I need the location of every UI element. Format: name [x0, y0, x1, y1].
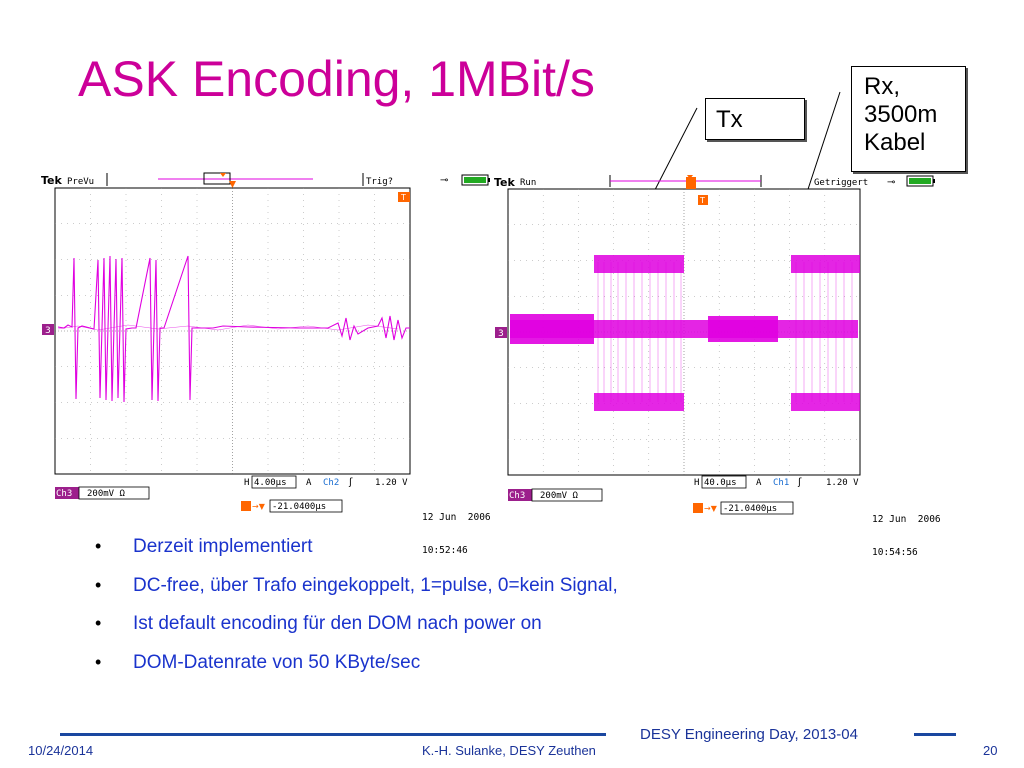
scope-right-channel-marker-label: 3 [498, 329, 504, 339]
bullet-dot-icon: • [95, 651, 102, 672]
footer-event: DESY Engineering Day, 2013-04 [640, 726, 858, 743]
scope-left-trigger-offset-box [269, 499, 343, 513]
scope-right-header-extras: ⊸ [885, 174, 945, 193]
scope-right-channel-scale: 200mV Ω [540, 491, 579, 501]
scope-left-trigger-status: Trig? [366, 177, 393, 187]
scope-left-record-window [203, 172, 231, 185]
scope-left-horizontal-scale: 4.00µs [254, 478, 287, 488]
callout-tx: Tx [705, 98, 805, 140]
bullet-text: Derzeit implementiert [133, 536, 313, 557]
scope-right-rx-burst [510, 314, 778, 344]
scope-right-burst-1-bottom [594, 393, 684, 411]
scope-right-burst-1-top [594, 255, 684, 273]
footer-page-number: 20 [983, 743, 998, 758]
scope-left-edge-icon: ʃ [348, 477, 353, 488]
scope-left-channel-badge [55, 487, 79, 499]
bullet-item: • DC-free, über Trafo eingekoppelt, 1=pul… [95, 575, 618, 614]
scope-right-svg: ⊸ Tek Run Getriggert ⊸ T 3 [440, 174, 900, 515]
scope-right-channel-scale-box [531, 488, 603, 502]
scope-left-trigger-level: 1.20 V [375, 478, 408, 488]
scope-right-trigger-level-marker [698, 195, 708, 205]
scope-right-timestamp: 12 Jun 2006 10:54:56 [872, 492, 941, 569]
callout-rx-line-2: 3500m [864, 101, 938, 128]
scope-right-channel-marker [495, 327, 507, 338]
scope-left-trigger-offset-icon [241, 501, 251, 511]
scope-left-h-label: H [244, 478, 249, 488]
scope-right-mode: Run [520, 178, 536, 188]
scope-right-trigger-offset: -21.0400µs [723, 504, 777, 514]
scope-left-mode: PreVu [67, 177, 94, 187]
scope-right-time: 10:54:56 [872, 547, 918, 558]
scope-left-brand: Tek [41, 174, 63, 187]
scope-right-trigger-channel: Ch1 [773, 478, 789, 488]
scope-right-h-label: H [694, 478, 699, 488]
scope-right-trigger-level: 1.20 V [826, 478, 859, 488]
svg-text:T: T [400, 193, 406, 202]
scope-left-trigger-offset: -21.0400µs [272, 502, 326, 512]
bullet-dot-icon: • [95, 574, 102, 595]
scope-left-trigger-offset-arrow: →▼ [252, 502, 266, 511]
scope-right-burst-2-bottom [791, 393, 860, 411]
scope-right-probe-icon: ⊸ [440, 175, 448, 186]
scope-right-horizontal-scale: 40.0µs [704, 478, 737, 488]
bullet-dot-icon: • [95, 613, 102, 633]
bullet-item: • Derzeit implementiert [95, 536, 618, 575]
footer-rule-right [914, 733, 956, 736]
scope-right-brand: Tek [494, 176, 516, 189]
scope-right-channel-label: Ch3 [509, 491, 525, 501]
scope-left-svg: Tek PreVu Trig? T 3 H [41, 172, 411, 513]
scope-left-channel-marker-label: 3 [45, 326, 51, 336]
scope-right-edge-icon: ʃ [797, 477, 802, 488]
callout-rx: Rx, 3500m Kabel [851, 66, 966, 172]
scope-left-h-box [251, 475, 297, 489]
scope-left-trigger-level-marker [398, 192, 410, 202]
svg-text:T: T [699, 196, 705, 205]
scope-right-channel-badge [508, 489, 532, 501]
scope-left-timestamp: 12 Jun 2006 10:52:46 [422, 490, 491, 567]
scope-left-record-marker [220, 173, 226, 177]
scope-right-h-box [701, 475, 747, 489]
scope-right-trigger-offset-arrow: →▼ [704, 504, 718, 513]
bullet-text: DC-free, über Trafo eingekoppelt, 1=puls… [133, 574, 618, 596]
callout-rx-line-3: Kabel [864, 129, 926, 156]
scope-left-channel-label: Ch3 [56, 489, 72, 499]
scope-right-burst-2-top [791, 255, 860, 273]
scope-left-channel-marker [42, 324, 54, 335]
scope-right-probe-icon-3: ⊸ [887, 177, 895, 188]
scope-right-trigger-position [686, 177, 696, 189]
scope-right-trigger-label: A [756, 478, 762, 488]
footer-rule-left [60, 733, 606, 736]
scope-right-trigger-offset-icon [693, 503, 703, 513]
scope-left-channel-scale: 200mV Ω [87, 489, 126, 499]
scope-left-trigger-position [229, 181, 236, 188]
scope-left-trigger-label: A [306, 478, 312, 488]
scope-right-trace-lines [597, 262, 853, 402]
scope-screenshot-left: Tek PreVu Trig? T 3 H [38, 168, 420, 520]
bullet-list: • Derzeit implementiert • DC-free, über Tr… [95, 536, 618, 690]
bullet-dot-icon: • [95, 536, 102, 556]
bullet-item: • DOM-Datenrate von 50 KByte/sec [95, 652, 618, 691]
scope-right-date: 12 Jun 2006 [872, 514, 941, 525]
scope-left-trace-noise [57, 324, 399, 331]
scope-left-channel-scale-box [78, 486, 150, 500]
footer-date: 10/24/2014 [28, 743, 94, 758]
scope-left-trace [57, 255, 410, 403]
slide-title: ASK Encoding, 1MBit/s [78, 51, 595, 107]
bullet-text: DOM-Datenrate von 50 KByte/sec [133, 651, 421, 673]
scope-screenshot-right: ⊸ Tek Run Getriggert ⊸ T 3 [438, 172, 900, 522]
scope-left-time: 10:52:46 [422, 545, 468, 556]
scope-right-trigger-offset-box [720, 501, 794, 515]
scope-left-trigger-channel: Ch2 [323, 478, 339, 488]
callout-rx-line-1: Rx, [864, 73, 900, 100]
bullet-text: Ist default encoding für den DOM nach po… [133, 613, 542, 634]
bullet-item: • Ist default encoding für den DOM nach p… [95, 613, 618, 652]
scope-right-trigger-status: Getriggert [814, 178, 868, 188]
scope-left-date: 12 Jun 2006 [422, 512, 491, 523]
footer-author: K.-H. Sulanke, DESY Zeuthen [422, 743, 596, 758]
